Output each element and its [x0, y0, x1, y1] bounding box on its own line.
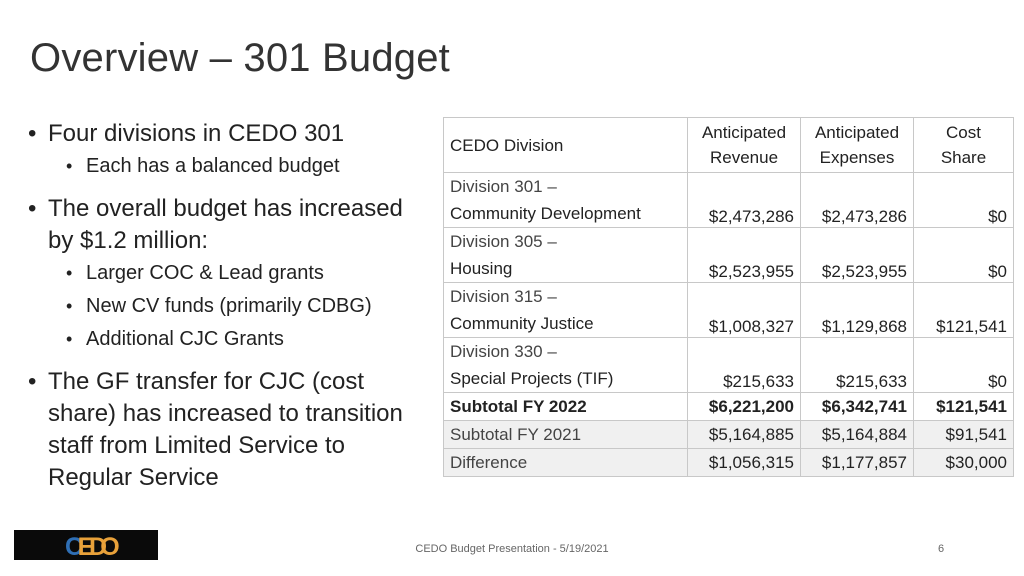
table-row: Division 315 – Community Justice $1,008,3…: [443, 282, 1014, 338]
logo-letter: E: [78, 533, 95, 560]
share-cell: $121,541: [913, 392, 1014, 421]
share-cell: $0: [913, 172, 1014, 228]
bullet-item: • Four divisions in CEDO 301: [28, 118, 428, 150]
share-cell: $121,541: [913, 282, 1014, 338]
difference-label: Difference: [443, 448, 688, 477]
revenue-cell: $1,056,315: [687, 448, 801, 477]
bullet-dot-icon: •: [66, 156, 73, 176]
bullet-dot-icon: •: [28, 368, 37, 395]
logo-letter: O: [100, 533, 119, 560]
bullet-item: • The GF transfer for CJC (cost share) ha…: [28, 366, 428, 494]
difference-row: Difference $1,056,315 $1,177,857 $30,000: [443, 448, 1014, 477]
revenue-cell: $1,008,327: [687, 282, 801, 338]
table-row: Division 305 – Housing $2,523,955 $2,523,…: [443, 227, 1014, 283]
revenue-cell: $2,473,286: [687, 172, 801, 228]
sub-bullet-item: • Additional CJC Grants: [28, 323, 428, 356]
page-number: 6: [938, 543, 945, 555]
logo-letter: C: [65, 533, 83, 560]
sub-bullet-item: • Larger COC & Lead grants: [28, 257, 428, 290]
revenue-cell: $215,633: [687, 337, 801, 393]
expenses-cell: $1,129,868: [800, 282, 914, 338]
table-row: Division 330 – Special Projects (TIF) $21…: [443, 337, 1014, 393]
budget-table: CEDO Division Anticipated Revenue Anticip…: [443, 117, 1014, 477]
expenses-cell: $1,177,857: [800, 448, 914, 477]
revenue-cell: $6,221,200: [687, 392, 801, 421]
expenses-cell: $6,342,741: [800, 392, 914, 421]
subtotal-2021-label: Subtotal FY 2021: [443, 420, 688, 449]
division-cell: Division 301 – Community Development: [443, 172, 688, 228]
table-header-row: CEDO Division Anticipated Revenue Anticip…: [443, 117, 1014, 173]
bullet-dot-icon: •: [66, 329, 73, 349]
bullet-dot-icon: •: [28, 195, 37, 222]
expenses-cell: $2,523,955: [800, 227, 914, 283]
header-expenses: Anticipated Expenses: [800, 117, 914, 173]
bullet-item: • The overall budget has increased by $1.…: [28, 193, 428, 257]
expenses-cell: $5,164,884: [800, 420, 914, 449]
revenue-cell: $5,164,885: [687, 420, 801, 449]
sub-bullet-item: • Each has a balanced budget: [28, 150, 428, 183]
logo-letter: D: [89, 533, 107, 560]
cedo-logo: C E D O: [14, 530, 158, 561]
share-cell: $30,000: [913, 448, 1014, 477]
expenses-cell: $2,473,286: [800, 172, 914, 228]
subtotal-2021-row: Subtotal FY 2021 $5,164,885 $5,164,884 $…: [443, 420, 1014, 449]
bullet-list: • Four divisions in CEDO 301 • Each has a …: [28, 118, 428, 494]
share-cell: $0: [913, 337, 1014, 393]
footer-text: CEDO Budget Presentation - 5/19/2021: [415, 543, 609, 555]
bullet-dot-icon: •: [66, 263, 73, 283]
header-division: CEDO Division: [443, 117, 688, 173]
sub-bullet-item: • New CV funds (primarily CDBG): [28, 290, 428, 323]
expenses-cell: $215,633: [800, 337, 914, 393]
slide-title: Overview – 301 Budget: [30, 36, 451, 80]
header-revenue: Anticipated Revenue: [687, 117, 801, 173]
division-cell: Division 330 – Special Projects (TIF): [443, 337, 688, 393]
division-cell: Division 315 – Community Justice: [443, 282, 688, 338]
division-cell: Division 305 – Housing: [443, 227, 688, 283]
bullet-dot-icon: •: [28, 120, 37, 147]
subtotal-2022-label: Subtotal FY 2022: [443, 392, 688, 421]
share-cell: $0: [913, 227, 1014, 283]
revenue-cell: $2,523,955: [687, 227, 801, 283]
subtotal-2022-row: Subtotal FY 2022 $6,221,200 $6,342,741 $…: [443, 392, 1014, 421]
bullet-dot-icon: •: [66, 296, 73, 316]
table-row: Division 301 – Community Development $2,4…: [443, 172, 1014, 228]
share-cell: $91,541: [913, 420, 1014, 449]
header-cost-share: Cost Share: [913, 117, 1014, 173]
